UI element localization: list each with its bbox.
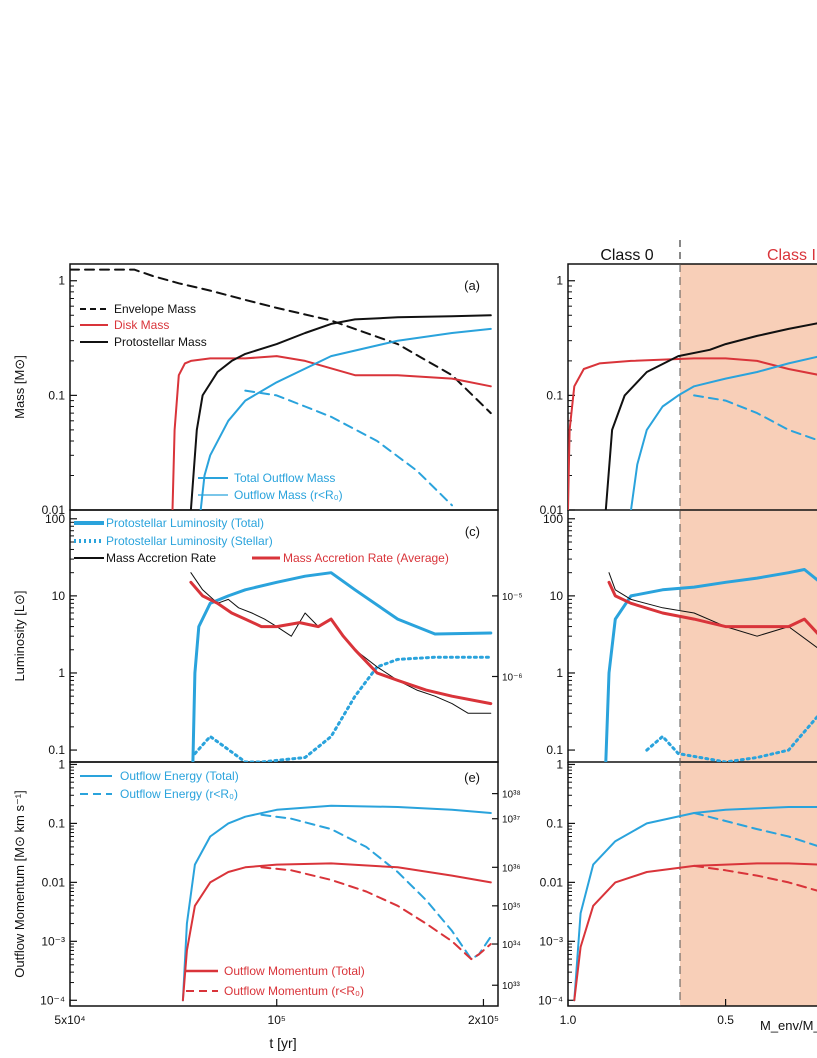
legend-label: Protostellar Luminosity (Total): [106, 516, 264, 530]
series-line: [260, 866, 492, 961]
series-group: [573, 806, 817, 1002]
legend-label: Protostellar Mass: [114, 335, 207, 349]
right-tick-label: 10⁻⁶: [502, 672, 523, 683]
series-line: [604, 322, 817, 510]
y-tick-label: 0.1: [48, 816, 65, 830]
legend-label: Protostellar Luminosity (Stellar): [106, 534, 273, 548]
right-tick-label: 10⁻⁵: [502, 592, 523, 603]
xlabel-mass-ratio: M_env/M_c: [760, 1018, 817, 1033]
series-line: [693, 812, 817, 847]
x-tick-label: 2x10⁵: [468, 1013, 499, 1027]
y-tick-label: 1: [556, 757, 563, 771]
x-tick-label: 10⁵: [268, 1013, 286, 1027]
y-tick-label: 1: [556, 274, 563, 288]
y-tick-label: 10⁻³: [539, 934, 563, 948]
series-group: [181, 804, 492, 1002]
x-tick-label: 5x10⁴: [54, 1013, 85, 1027]
series-line: [568, 357, 817, 510]
series-line: [70, 268, 492, 415]
x-tick-label: 0.5: [717, 1013, 734, 1027]
series-group: [70, 268, 492, 510]
y-tick-label: 0.01: [540, 503, 564, 517]
class-one-shade: [680, 264, 817, 1006]
series-line: [171, 355, 492, 510]
right-tick-label: 10³⁴: [502, 940, 521, 951]
right-tick-label: 10³⁸: [502, 790, 521, 801]
y-tick-label: 100: [543, 512, 563, 526]
series-group: [604, 568, 817, 762]
right-tick-label: 10³³: [502, 981, 520, 992]
panel-b-frame: [567, 263, 817, 511]
series-line: [630, 355, 817, 510]
series-line: [181, 862, 492, 1002]
legend-label: Outflow Mass (r<R₀): [234, 488, 343, 502]
series-line: [189, 314, 492, 510]
y-tick-label: 10⁻⁴: [538, 993, 563, 1007]
y-tick-label: 10: [550, 589, 564, 603]
panel-label-c: (c): [465, 524, 480, 539]
x-tick-label: 1.0: [560, 1013, 577, 1027]
series-line: [244, 389, 453, 507]
legend-c: Protostellar Luminosity (Total) Protoste…: [74, 516, 449, 565]
ylabel-luminosity: Luminosity [L⊙]: [12, 590, 27, 681]
legend-label: Outflow Momentum (Total): [224, 964, 365, 978]
legend-a: Envelope Mass Disk Mass Protostellar Mas…: [80, 302, 343, 502]
series-line: [199, 327, 492, 510]
series-line: [191, 571, 493, 762]
legend-label: Envelope Mass: [114, 302, 196, 316]
series-line: [693, 864, 817, 892]
y-tick-label: 0.1: [546, 816, 563, 830]
y-tick-label: 10⁻⁴: [40, 993, 65, 1007]
legend-label: Mass Accretion Rate: [106, 551, 216, 565]
y-tick-label: 0.01: [42, 503, 66, 517]
series-line: [693, 394, 817, 441]
ylabel-momentum: Outflow Momentum [M⊙ km s⁻¹]: [12, 790, 27, 978]
series-line: [607, 580, 817, 635]
class0-label: Class 0: [600, 247, 653, 264]
y-tick-label: 1: [58, 757, 65, 771]
class1-label: Class I: [767, 247, 816, 264]
series-line: [189, 580, 493, 706]
y-tick-label: 0.01: [42, 875, 66, 889]
y-tick-label: 0.1: [546, 743, 563, 757]
y-tick-label: 0.01: [540, 875, 564, 889]
legend-e: Outflow Energy (Total) Outflow Energy (r…: [80, 769, 365, 998]
panel-label-e: (e): [464, 770, 480, 785]
y-tick-label: 1: [58, 666, 65, 680]
ylabel-mass: Mass [M⊙]: [12, 355, 27, 419]
legend-label: Outflow Energy (Total): [120, 769, 239, 783]
legend-label: Disk Mass: [114, 318, 169, 332]
series-line: [260, 813, 492, 961]
right-tick-label: 10³⁷: [502, 815, 520, 826]
series-line: [181, 804, 492, 1002]
series-line: [193, 655, 493, 762]
legend-label: Outflow Momentum (r<R₀): [224, 984, 364, 998]
y-tick-label: 10⁻³: [41, 934, 65, 948]
chart-marks: 10.10.011001010.110⁻⁵10⁻⁶10.10.0110⁻³10⁻…: [40, 268, 817, 1027]
right-tick-label: 10³⁵: [502, 902, 521, 913]
legend-label: Mass Accretion Rate (Average): [283, 551, 449, 565]
y-tick-label: 1: [556, 666, 563, 680]
y-tick-label: 1: [58, 274, 65, 288]
series-group: [568, 322, 817, 510]
series-line: [645, 714, 817, 762]
y-tick-label: 10: [52, 589, 66, 603]
y-tick-label: 0.1: [48, 743, 65, 757]
right-tick-label: 10³⁶: [502, 863, 521, 874]
xlabel-time: t [yr]: [269, 1035, 296, 1051]
legend-label: Total Outflow Mass: [234, 471, 335, 485]
panel-e-frame: [69, 761, 499, 1007]
y-tick-label: 100: [45, 512, 65, 526]
series-group: [189, 571, 493, 762]
y-tick-label: 0.1: [48, 388, 65, 402]
series-line: [604, 568, 817, 762]
y-tick-label: 0.1: [546, 388, 563, 402]
legend-label: Outflow Energy (r<R₀): [120, 787, 238, 801]
panel-label-a: (a): [464, 278, 480, 293]
